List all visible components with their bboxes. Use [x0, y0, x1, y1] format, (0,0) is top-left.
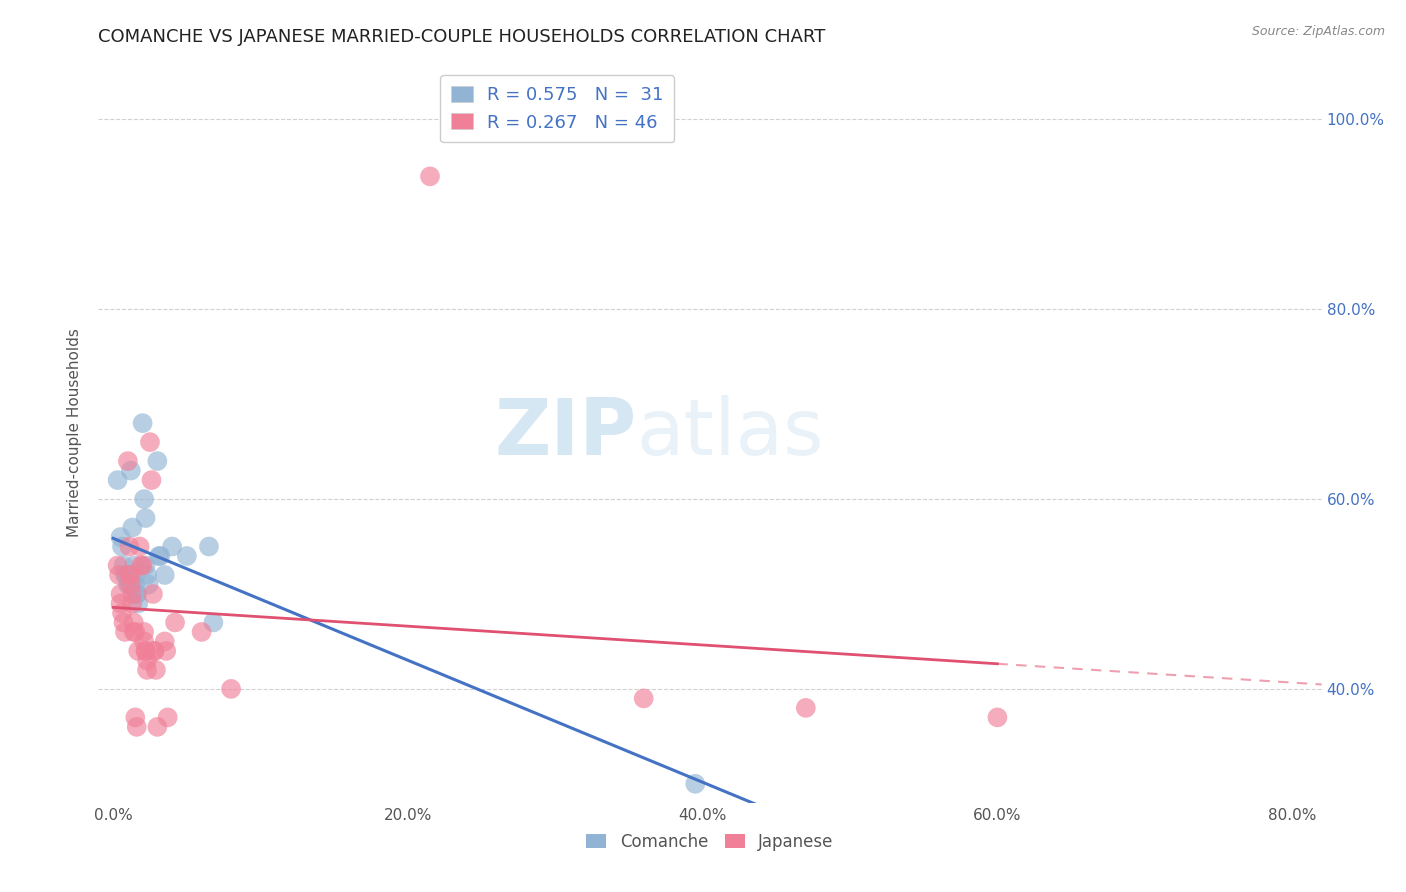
- Point: [125, 587, 148, 601]
- Point: [107, 473, 129, 487]
- Legend: Comanche, Japanese: Comanche, Japanese: [579, 826, 841, 857]
- Point: [190, 624, 212, 639]
- Point: [125, 587, 148, 601]
- Point: [127, 597, 149, 611]
- Point: [124, 710, 146, 724]
- Point: [124, 568, 146, 582]
- Point: [149, 549, 172, 563]
- Point: [120, 464, 142, 478]
- Point: [794, 701, 817, 715]
- Point: [136, 653, 159, 667]
- Point: [141, 473, 163, 487]
- Point: [124, 577, 146, 591]
- Point: [127, 644, 149, 658]
- Point: [986, 710, 1008, 724]
- Point: [110, 530, 132, 544]
- Text: Source: ZipAtlas.com: Source: ZipAtlas.com: [1251, 25, 1385, 38]
- Point: [108, 568, 131, 582]
- Point: [176, 549, 198, 563]
- Point: [202, 615, 225, 630]
- Point: [142, 587, 165, 601]
- Point: [122, 624, 145, 639]
- Point: [160, 540, 183, 554]
- Point: [121, 520, 143, 534]
- Point: [633, 691, 655, 706]
- Point: [118, 540, 141, 554]
- Point: [419, 169, 441, 184]
- Point: [112, 615, 135, 630]
- Point: [111, 606, 134, 620]
- Point: [135, 644, 157, 658]
- Point: [132, 634, 155, 648]
- Point: [165, 615, 187, 630]
- Point: [138, 577, 160, 591]
- Point: [143, 644, 166, 658]
- Point: [145, 663, 167, 677]
- Point: [153, 634, 176, 648]
- Point: [143, 644, 166, 658]
- Point: [135, 511, 157, 525]
- Point: [153, 568, 176, 582]
- Text: ZIP: ZIP: [495, 394, 637, 471]
- Point: [112, 558, 135, 573]
- Point: [125, 720, 148, 734]
- Point: [131, 416, 153, 430]
- Point: [118, 577, 141, 591]
- Point: [114, 568, 136, 582]
- Point: [136, 568, 159, 582]
- Point: [685, 777, 707, 791]
- Point: [120, 568, 142, 582]
- Y-axis label: Married-couple Households: Married-couple Households: [67, 328, 83, 537]
- Point: [117, 577, 139, 591]
- Point: [132, 491, 155, 506]
- Point: [148, 549, 170, 563]
- Point: [121, 587, 143, 601]
- Point: [135, 644, 157, 658]
- Point: [132, 624, 155, 639]
- Point: [124, 624, 146, 639]
- Point: [114, 624, 136, 639]
- Point: [156, 710, 179, 724]
- Point: [139, 435, 162, 450]
- Point: [115, 568, 138, 582]
- Text: atlas: atlas: [637, 394, 824, 471]
- Point: [120, 577, 142, 591]
- Point: [155, 644, 177, 658]
- Point: [135, 558, 157, 573]
- Point: [198, 540, 221, 554]
- Point: [122, 558, 145, 573]
- Point: [118, 568, 141, 582]
- Point: [107, 558, 129, 573]
- Point: [146, 454, 169, 468]
- Point: [146, 720, 169, 734]
- Point: [111, 540, 134, 554]
- Text: COMANCHE VS JAPANESE MARRIED-COUPLE HOUSEHOLDS CORRELATION CHART: COMANCHE VS JAPANESE MARRIED-COUPLE HOUS…: [98, 28, 825, 45]
- Point: [136, 663, 159, 677]
- Point: [117, 454, 139, 468]
- Point: [128, 540, 150, 554]
- Point: [129, 558, 152, 573]
- Point: [131, 558, 153, 573]
- Point: [110, 597, 132, 611]
- Point: [121, 597, 143, 611]
- Point: [122, 615, 145, 630]
- Point: [110, 587, 132, 601]
- Point: [219, 681, 242, 696]
